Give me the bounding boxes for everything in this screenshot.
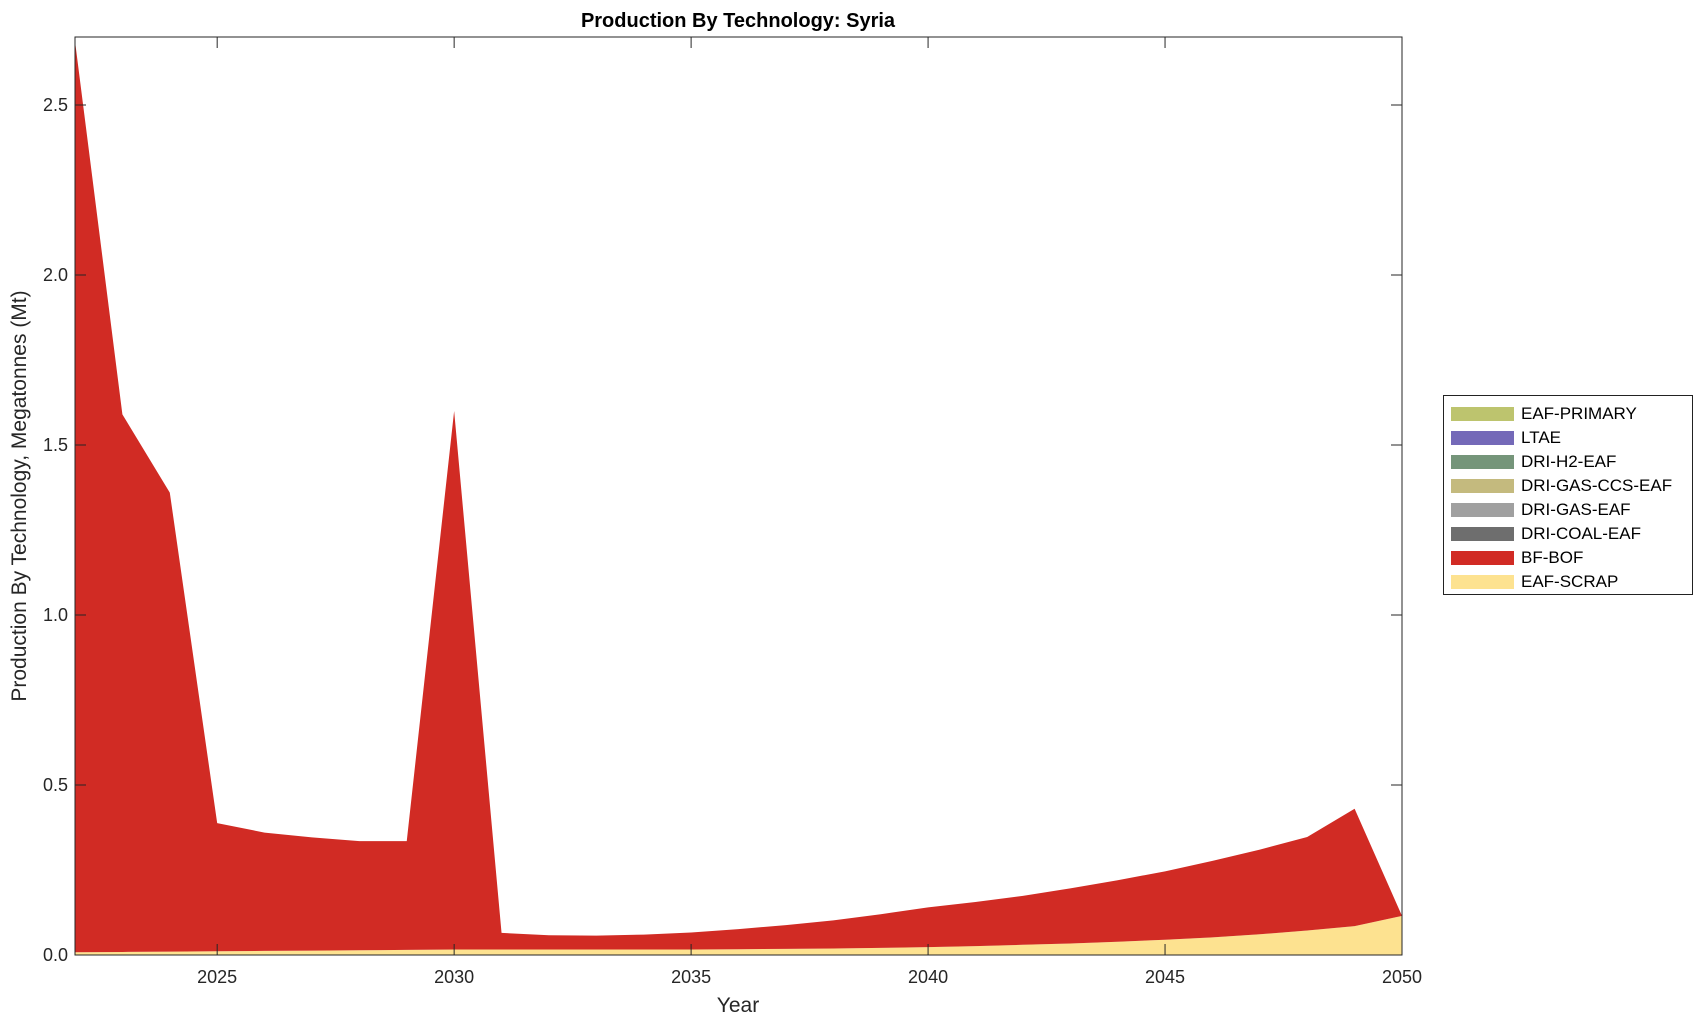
legend-label: EAF-SCRAP (1521, 572, 1619, 591)
legend-item: DRI-GAS-EAF (1451, 498, 1692, 522)
legend-swatch (1451, 575, 1514, 589)
x-tick-label: 2050 (1382, 967, 1422, 987)
legend-item: DRI-COAL-EAF (1451, 522, 1692, 546)
y-tick-label: 2.0 (43, 265, 68, 285)
x-tick-label: 2045 (1145, 967, 1185, 987)
legend-swatch (1451, 407, 1514, 421)
x-tick-label: 2025 (197, 967, 237, 987)
y-tick-label: 0.0 (43, 945, 68, 965)
y-axis-label: Production By Technology, Megatonnes (Mt… (8, 290, 31, 701)
legend-label: DRI-GAS-CCS-EAF (1521, 476, 1673, 495)
legend: EAF-PRIMARY LTAE DRI-H2-EAF DRI-GAS-CCS-EAF… (1443, 395, 1693, 595)
area-layers (75, 41, 1402, 955)
x-axis-label: Year (717, 994, 759, 1017)
plot-frame (74, 36, 1403, 956)
y-tick-label: 2.5 (43, 95, 68, 115)
chart-title: Production By Technology: Syria (581, 10, 896, 32)
legend-item: DRI-GAS-CCS-EAF (1451, 474, 1692, 498)
legend-label: DRI-GAS-EAF (1521, 500, 1631, 519)
legend-item: BF-BOF (1451, 546, 1692, 570)
x-tick-label: 2040 (908, 967, 948, 987)
legend-item: LTAE (1451, 426, 1692, 450)
legend-swatch (1451, 479, 1514, 493)
legend-item: EAF-SCRAP (1451, 570, 1692, 594)
legend-swatch (1451, 503, 1514, 517)
y-tick-label: 1.0 (43, 605, 68, 625)
legend-item: EAF-PRIMARY (1451, 402, 1692, 426)
legend-swatch (1451, 551, 1514, 565)
legend-item: DRI-H2-EAF (1451, 450, 1692, 474)
legend-label: EAF-PRIMARY (1521, 404, 1637, 423)
area-bf-bof (75, 41, 1402, 953)
y-tick-label: 1.5 (43, 435, 68, 455)
y-tick-label: 0.5 (43, 775, 68, 795)
legend-swatch (1451, 431, 1514, 445)
legend-swatch (1451, 527, 1514, 541)
legend-label: DRI-COAL-EAF (1521, 524, 1641, 543)
x-tick-label: 2030 (434, 967, 474, 987)
axis-ticks: 2025 2030 2035 2040 2045 2050 0.0 0.5 1.0 1.5 2.0 2… (43, 37, 1422, 987)
legend-label: DRI-H2-EAF (1521, 452, 1617, 471)
legend-label: LTAE (1521, 428, 1561, 447)
x-tick-label: 2035 (671, 967, 711, 987)
legend-label: BF-BOF (1521, 548, 1584, 567)
area-eaf-scrap (75, 915, 1402, 955)
legend-swatch (1451, 455, 1514, 469)
